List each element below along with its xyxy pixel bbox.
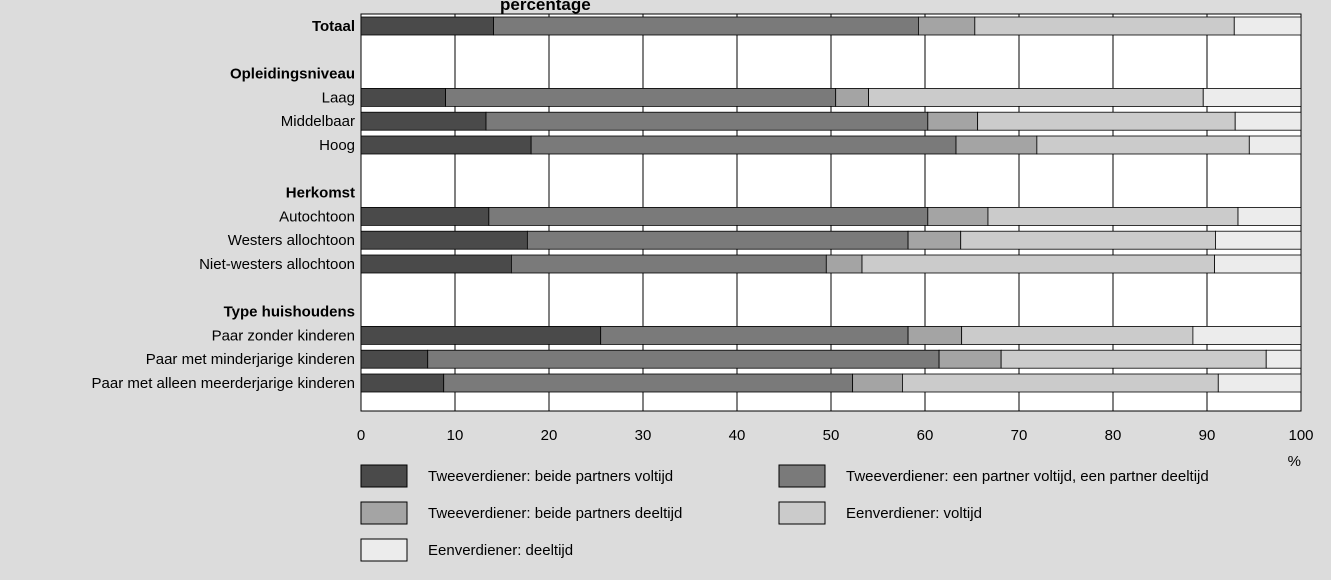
bar-segment-series-1 xyxy=(360,16,494,36)
category-label: Hoog xyxy=(319,137,355,154)
x-axis-ticks: 0 10 20 30 40 50 60 70 80 90 100 xyxy=(357,427,1314,444)
bar-segment-series-3 xyxy=(938,349,1002,369)
bar-segment-series-5 xyxy=(1214,254,1302,274)
x-tick-label: 0 xyxy=(357,427,365,444)
legend-swatch xyxy=(360,538,408,562)
bar-segment-series-5 xyxy=(1265,349,1302,369)
legend-label: Eenverdiener: deeltijd xyxy=(428,542,573,559)
legend-swatch xyxy=(778,501,826,525)
x-tick-label: 100 xyxy=(1288,427,1313,444)
category-label: Middelbaar xyxy=(281,113,355,130)
bar-segment-series-2 xyxy=(445,88,837,107)
legend-swatch xyxy=(778,464,826,488)
bar-segment-series-4 xyxy=(1000,349,1267,369)
x-tick-label: 70 xyxy=(1011,427,1028,444)
bar-segment-series-4 xyxy=(902,373,1219,393)
bar-segment-series-3 xyxy=(907,230,962,250)
bar-segment-series-4 xyxy=(868,88,1204,107)
bar-segment-series-2 xyxy=(510,254,827,274)
category-label: Paar met alleen meerderjarige kinderen xyxy=(92,375,355,392)
bar-segment-series-2 xyxy=(530,135,957,155)
x-tick-label: 80 xyxy=(1105,427,1122,444)
x-tick-label: 90 xyxy=(1199,427,1216,444)
x-tick-label: 40 xyxy=(729,427,746,444)
bar-segment-series-4 xyxy=(960,230,1216,250)
group-header-label: Totaal xyxy=(312,18,355,35)
bar-segment-series-5 xyxy=(1233,16,1302,36)
bar-segment-series-1 xyxy=(360,349,429,369)
bar-segment-series-4 xyxy=(1036,135,1250,155)
bar-segment-series-5 xyxy=(1248,135,1302,155)
bar-segment-series-1 xyxy=(360,135,532,155)
legend-swatch xyxy=(360,501,408,525)
bar-segment-series-3 xyxy=(918,16,976,36)
x-tick-label: 10 xyxy=(447,427,464,444)
bar-segment-series-5 xyxy=(1215,230,1302,250)
category-label: Autochtoon xyxy=(279,208,355,225)
category-label: Paar zonder kinderen xyxy=(212,327,355,344)
category-label: Laag xyxy=(322,89,355,106)
legend-swatch xyxy=(360,464,408,488)
bar-segment-series-3 xyxy=(907,325,963,345)
bar-segment-series-5 xyxy=(1202,88,1302,107)
bar-segment-series-5 xyxy=(1234,111,1302,131)
bar-segment-series-1 xyxy=(360,88,446,107)
bar-segment-series-1 xyxy=(360,230,528,250)
bar-segment-series-1 xyxy=(360,373,445,393)
group-header-label: Herkomst xyxy=(286,185,355,202)
category-label: Paar met minderjarige kinderen xyxy=(146,351,355,368)
bars xyxy=(360,16,1302,393)
bar-segment-series-4 xyxy=(861,254,1215,274)
category-labels: Totaal Opleidingsniveau Laag Middelbaar Hoog… xyxy=(92,18,355,392)
bar-segment-series-2 xyxy=(526,230,909,250)
bar-segment-series-2 xyxy=(443,373,854,393)
legend-label: Tweeverdiener: beide partners voltijd xyxy=(428,468,673,485)
bar-segment-series-3 xyxy=(852,373,903,393)
bar-segment-series-4 xyxy=(977,111,1236,131)
bar-segment-series-4 xyxy=(961,325,1194,345)
category-label: Westers allochtoon xyxy=(228,232,355,249)
bar-segment-series-1 xyxy=(360,325,602,345)
legend: Tweeverdiener: beide partners voltijd Twe… xyxy=(360,464,1209,562)
bar-segment-series-3 xyxy=(955,135,1038,155)
bar-segment-series-1 xyxy=(360,206,490,226)
bar-segment-series-1 xyxy=(360,254,512,274)
bar-segment-series-3 xyxy=(927,206,989,226)
bar-segment-series-2 xyxy=(488,206,929,226)
bar-segment-series-3 xyxy=(835,88,870,107)
bar-segment-series-2 xyxy=(485,111,929,131)
bar-segment-series-2 xyxy=(600,325,909,345)
bar-segment-series-3 xyxy=(927,111,979,131)
x-tick-label: 30 xyxy=(635,427,652,444)
bar-segment-series-5 xyxy=(1192,325,1302,345)
x-axis-unit-label: % xyxy=(1288,453,1301,470)
bar-segment-series-2 xyxy=(427,349,940,369)
group-header-label: Type huishoudens xyxy=(224,304,355,321)
bar-segment-series-4 xyxy=(987,206,1239,226)
bar-segment-series-5 xyxy=(1237,206,1302,226)
x-tick-label: 20 xyxy=(541,427,558,444)
x-tick-label: 50 xyxy=(823,427,840,444)
chart-title: percentage xyxy=(500,0,591,14)
x-tick-label: 60 xyxy=(917,427,934,444)
bar-segment-series-2 xyxy=(493,16,919,36)
bar-segment-series-5 xyxy=(1217,373,1302,393)
legend-label: Eenverdiener: voltijd xyxy=(846,505,982,522)
bar-segment-series-4 xyxy=(974,16,1235,36)
bar-segment-series-3 xyxy=(825,254,863,274)
bar-segment-series-1 xyxy=(360,111,487,131)
legend-label: Tweeverdiener: beide partners deeltijd xyxy=(428,505,682,522)
group-header-label: Opleidingsniveau xyxy=(230,66,355,83)
legend-label: Tweeverdiener: een partner voltijd, een … xyxy=(846,468,1209,485)
category-label: Niet-westers allochtoon xyxy=(199,256,355,273)
